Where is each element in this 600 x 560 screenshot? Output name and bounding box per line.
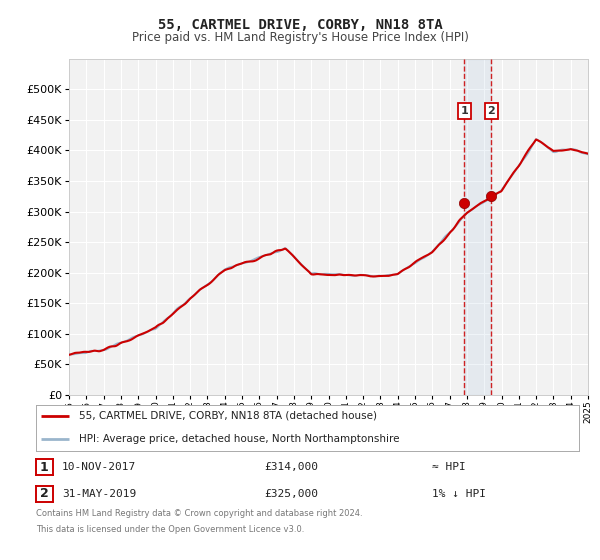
Point xyxy=(460,198,469,207)
Text: 1% ↓ HPI: 1% ↓ HPI xyxy=(432,489,486,499)
Text: 31-MAY-2019: 31-MAY-2019 xyxy=(62,489,136,499)
Text: Contains HM Land Registry data © Crown copyright and database right 2024.: Contains HM Land Registry data © Crown c… xyxy=(36,509,362,518)
Text: £325,000: £325,000 xyxy=(264,489,318,499)
Point xyxy=(487,192,496,200)
Text: This data is licensed under the Open Government Licence v3.0.: This data is licensed under the Open Gov… xyxy=(36,525,304,534)
Text: 1: 1 xyxy=(40,460,49,474)
Text: 1: 1 xyxy=(461,106,469,116)
Text: HPI: Average price, detached house, North Northamptonshire: HPI: Average price, detached house, Nort… xyxy=(79,435,400,444)
Text: Price paid vs. HM Land Registry's House Price Index (HPI): Price paid vs. HM Land Registry's House … xyxy=(131,31,469,44)
Text: 55, CARTMEL DRIVE, CORBY, NN18 8TA (detached house): 55, CARTMEL DRIVE, CORBY, NN18 8TA (deta… xyxy=(79,411,377,421)
Text: 55, CARTMEL DRIVE, CORBY, NN18 8TA: 55, CARTMEL DRIVE, CORBY, NN18 8TA xyxy=(158,18,442,32)
Bar xyxy=(464,59,491,395)
Text: ≈ HPI: ≈ HPI xyxy=(432,462,466,472)
Text: 2: 2 xyxy=(487,106,495,116)
Text: 2: 2 xyxy=(40,487,49,501)
Text: £314,000: £314,000 xyxy=(264,462,318,472)
Text: 10-NOV-2017: 10-NOV-2017 xyxy=(62,462,136,472)
